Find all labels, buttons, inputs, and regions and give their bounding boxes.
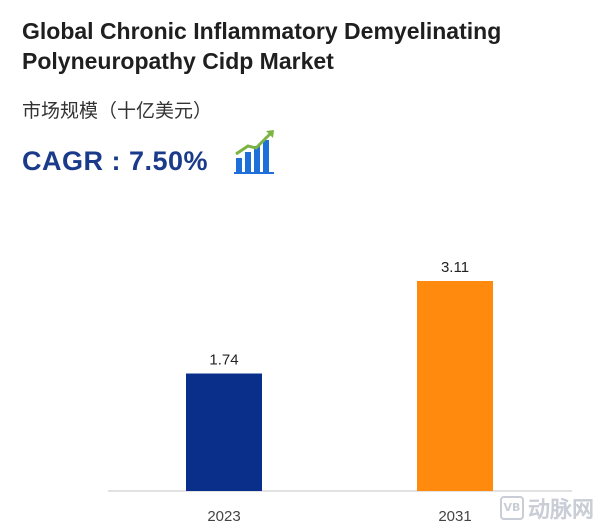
watermark-badge: VB xyxy=(499,496,524,520)
x-tick-label-2031: 2031 xyxy=(438,508,471,525)
chart-title: Global Chronic Inflammatory Demyelinatin… xyxy=(22,18,502,74)
bar-chart-growth-icon xyxy=(234,130,274,174)
cagr-label: CAGR : 7.50% xyxy=(22,146,209,176)
watermark-text: 动脉网 xyxy=(527,498,594,523)
chart-subtitle: 市场规模（十亿美元） xyxy=(22,100,213,122)
bar-2023 xyxy=(186,373,262,491)
watermark: VB 动脉网 xyxy=(499,492,594,524)
bar-2031 xyxy=(417,281,493,491)
data-label-2023: 1.74 xyxy=(209,352,238,369)
x-tick-label-2023: 2023 xyxy=(207,508,240,525)
data-label-2031: 3.11 xyxy=(441,259,469,276)
